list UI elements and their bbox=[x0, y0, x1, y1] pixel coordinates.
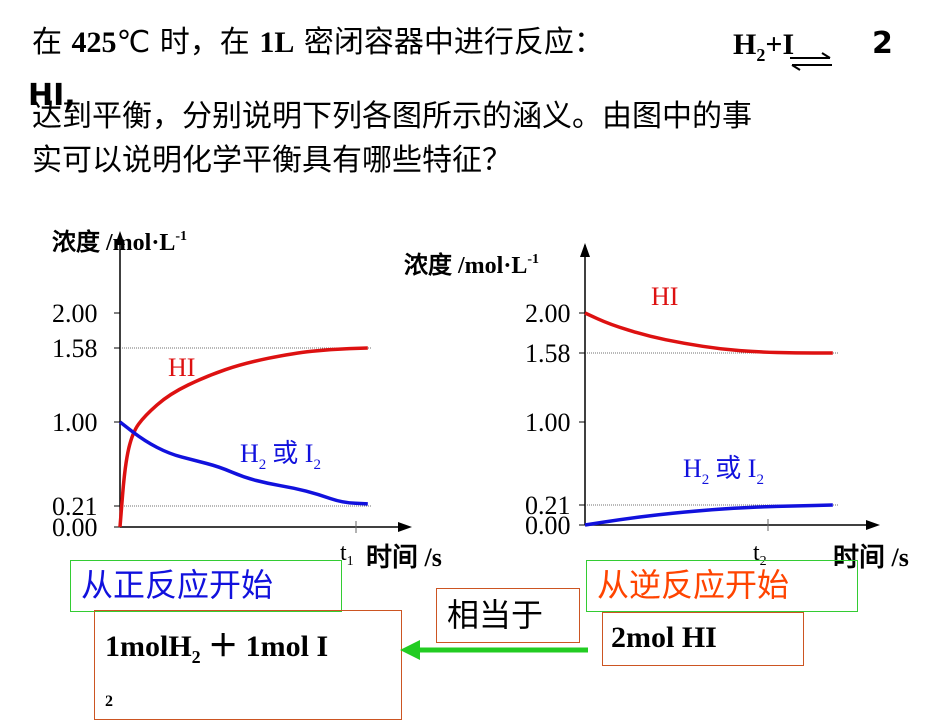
eq-coefficient: 2 bbox=[872, 26, 893, 61]
equivalent-box: 相当于 bbox=[436, 588, 580, 643]
reverse-start-box: 从逆反应开始 bbox=[586, 560, 858, 612]
left-amount-a: 1molH bbox=[105, 630, 192, 663]
chart2-series-h2-i2 bbox=[584, 503, 833, 527]
chart1-ytick-label: 0.00 bbox=[52, 513, 98, 542]
chart2-x-arrow-icon bbox=[866, 520, 880, 530]
chart2-ytick-label: 0.21 bbox=[525, 491, 571, 520]
chart2-ytick-label: 2.00 bbox=[525, 299, 571, 328]
eq-plus-i: +I bbox=[765, 28, 795, 61]
chart2-label-h2-i2: H2 或 I2 bbox=[683, 454, 764, 488]
chart1-y-arrow-icon bbox=[115, 231, 125, 245]
eq-h-sub: 2 bbox=[756, 45, 766, 65]
question-line-3: 实可以说明化学平衡具有哪些特征？ bbox=[32, 143, 512, 178]
q-volume: 1L bbox=[259, 26, 295, 59]
chart2-series-hi bbox=[584, 311, 833, 355]
equivalent-label: 相当于 bbox=[447, 596, 544, 634]
chart2-ytick-label: 1.58 bbox=[525, 339, 571, 368]
chart1-ytick-label: 2.00 bbox=[52, 299, 98, 328]
chart1-ytick-label: 1.00 bbox=[52, 408, 98, 437]
chart1-ytick-label: 1.58 bbox=[52, 334, 98, 363]
q-text-a: 在 bbox=[32, 25, 62, 60]
chart2-xlabel: 时间 /s bbox=[833, 543, 909, 572]
chart1-label-hi: HI bbox=[168, 353, 195, 382]
q-temp: 425 bbox=[71, 26, 117, 59]
eq-product: HI, bbox=[28, 78, 76, 113]
left-amount-sub: 2 bbox=[191, 647, 201, 667]
q-text-c: 密闭容器中进行反应： bbox=[303, 25, 604, 60]
chart1-xlabel: 时间 /s bbox=[366, 543, 442, 572]
left-amount-sub2: 2 bbox=[105, 693, 113, 710]
chart2-y-arrow-icon bbox=[580, 243, 590, 257]
eq-h: H bbox=[733, 28, 757, 61]
chart1-series-h2-i2 bbox=[118, 420, 368, 506]
reaction-equation: H2+I bbox=[733, 28, 794, 66]
right-amount-box: 2mol HI bbox=[602, 612, 804, 666]
left-amount-b: ＋ 1mol I bbox=[200, 630, 329, 663]
right-amount-text: 2mol HI bbox=[611, 621, 717, 654]
question-line-1: 在 425℃ 时，在 1L 密闭容器中进行反应： bbox=[32, 25, 604, 61]
chart-forward: 2.00 1.58 1.00 0.210.00 浓度 /mol·L-1 HI H2 或 … bbox=[52, 228, 442, 572]
chart1-x-arrow-icon bbox=[398, 522, 412, 532]
chart2-ylabel-wrap: 浓度 /mol·L-1 bbox=[404, 251, 539, 279]
left-amount-text: 1molH2 ＋ 1mol I bbox=[105, 621, 328, 668]
chart2-ylabel-text: 浓度 /mol·L-1 bbox=[404, 251, 539, 279]
equivalent-arrow-icon bbox=[400, 640, 588, 660]
chart1-t1-label: t1 bbox=[340, 540, 354, 569]
chart2-ytick-label: 1.00 bbox=[525, 408, 571, 437]
chart1-series-hi bbox=[118, 346, 368, 528]
q-text-b: ℃ 时，在 bbox=[116, 25, 250, 60]
chart1-label-h2-i2: H2 或 I2 bbox=[240, 439, 321, 473]
equilibrium-arrow-icon bbox=[790, 52, 832, 71]
left-amount-box: 1molH2 ＋ 1mol I 2 bbox=[94, 610, 402, 720]
chart1-ylabel: 浓度 /mol·L-1 bbox=[52, 228, 187, 256]
chart2-t2-label: t2 bbox=[753, 540, 767, 569]
chart-reverse: 2.00 1.58 1.00 0.210.00 HI H2 或 I2 t2 时间 /s bbox=[525, 243, 909, 572]
chart2-label-hi: HI bbox=[651, 282, 678, 311]
chart1-ytick-label: 0.21 bbox=[52, 492, 98, 521]
forward-start-box: 从正反应开始 bbox=[70, 560, 342, 612]
question-line-2: 达到平衡，分别说明下列各图所示的涵义。由图中的事 bbox=[32, 99, 752, 134]
chart2-ytick-label: 0.00 bbox=[525, 511, 571, 540]
